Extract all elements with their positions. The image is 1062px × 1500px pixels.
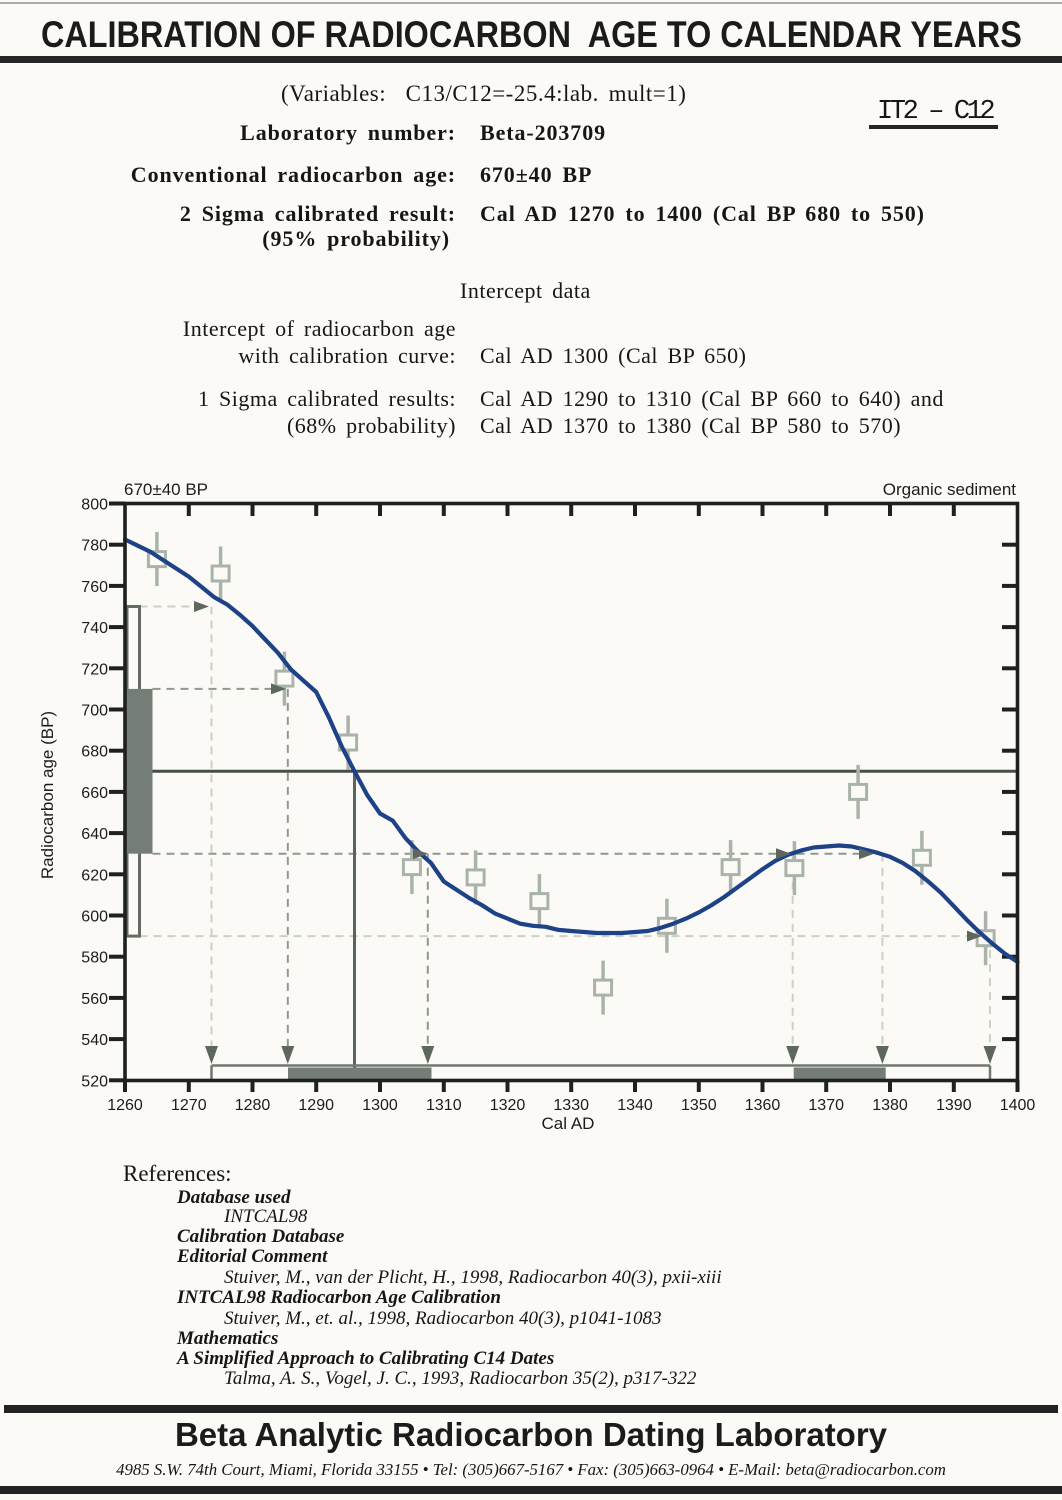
svg-text:Radiocarbon age (BP): Radiocarbon age (BP) — [38, 711, 57, 879]
svg-text:740: 740 — [81, 620, 108, 637]
svg-text:1280: 1280 — [235, 1097, 271, 1114]
svg-text:1290: 1290 — [298, 1097, 334, 1114]
svg-text:1350: 1350 — [681, 1097, 717, 1114]
svg-text:760: 760 — [81, 579, 108, 596]
svg-text:1310: 1310 — [426, 1097, 462, 1114]
svg-text:1400: 1400 — [1000, 1097, 1036, 1114]
svg-text:540: 540 — [81, 1032, 108, 1049]
svg-text:1390: 1390 — [936, 1097, 972, 1114]
svg-text:780: 780 — [81, 538, 108, 555]
svg-text:1320: 1320 — [490, 1097, 526, 1114]
svg-text:660: 660 — [81, 785, 108, 802]
svg-text:600: 600 — [81, 909, 108, 926]
svg-text:620: 620 — [81, 867, 108, 884]
svg-text:1340: 1340 — [617, 1097, 653, 1114]
svg-text:1270: 1270 — [171, 1097, 207, 1114]
svg-text:700: 700 — [81, 703, 108, 720]
svg-text:520: 520 — [81, 1073, 108, 1090]
svg-text:Organic sediment: Organic sediment — [883, 480, 1017, 499]
svg-text:720: 720 — [81, 661, 108, 678]
svg-text:Cal AD: Cal AD — [542, 1114, 595, 1133]
svg-text:1360: 1360 — [745, 1097, 781, 1114]
svg-text:580: 580 — [81, 950, 108, 967]
svg-text:1330: 1330 — [553, 1097, 589, 1114]
svg-text:1300: 1300 — [362, 1097, 398, 1114]
svg-text:800: 800 — [81, 497, 108, 514]
svg-text:1380: 1380 — [872, 1097, 908, 1114]
svg-text:670±40 BP: 670±40 BP — [124, 480, 208, 499]
svg-text:680: 680 — [81, 744, 108, 761]
svg-text:640: 640 — [81, 826, 108, 843]
svg-text:1260: 1260 — [107, 1097, 143, 1114]
svg-text:1370: 1370 — [808, 1097, 844, 1114]
svg-text:560: 560 — [81, 991, 108, 1008]
